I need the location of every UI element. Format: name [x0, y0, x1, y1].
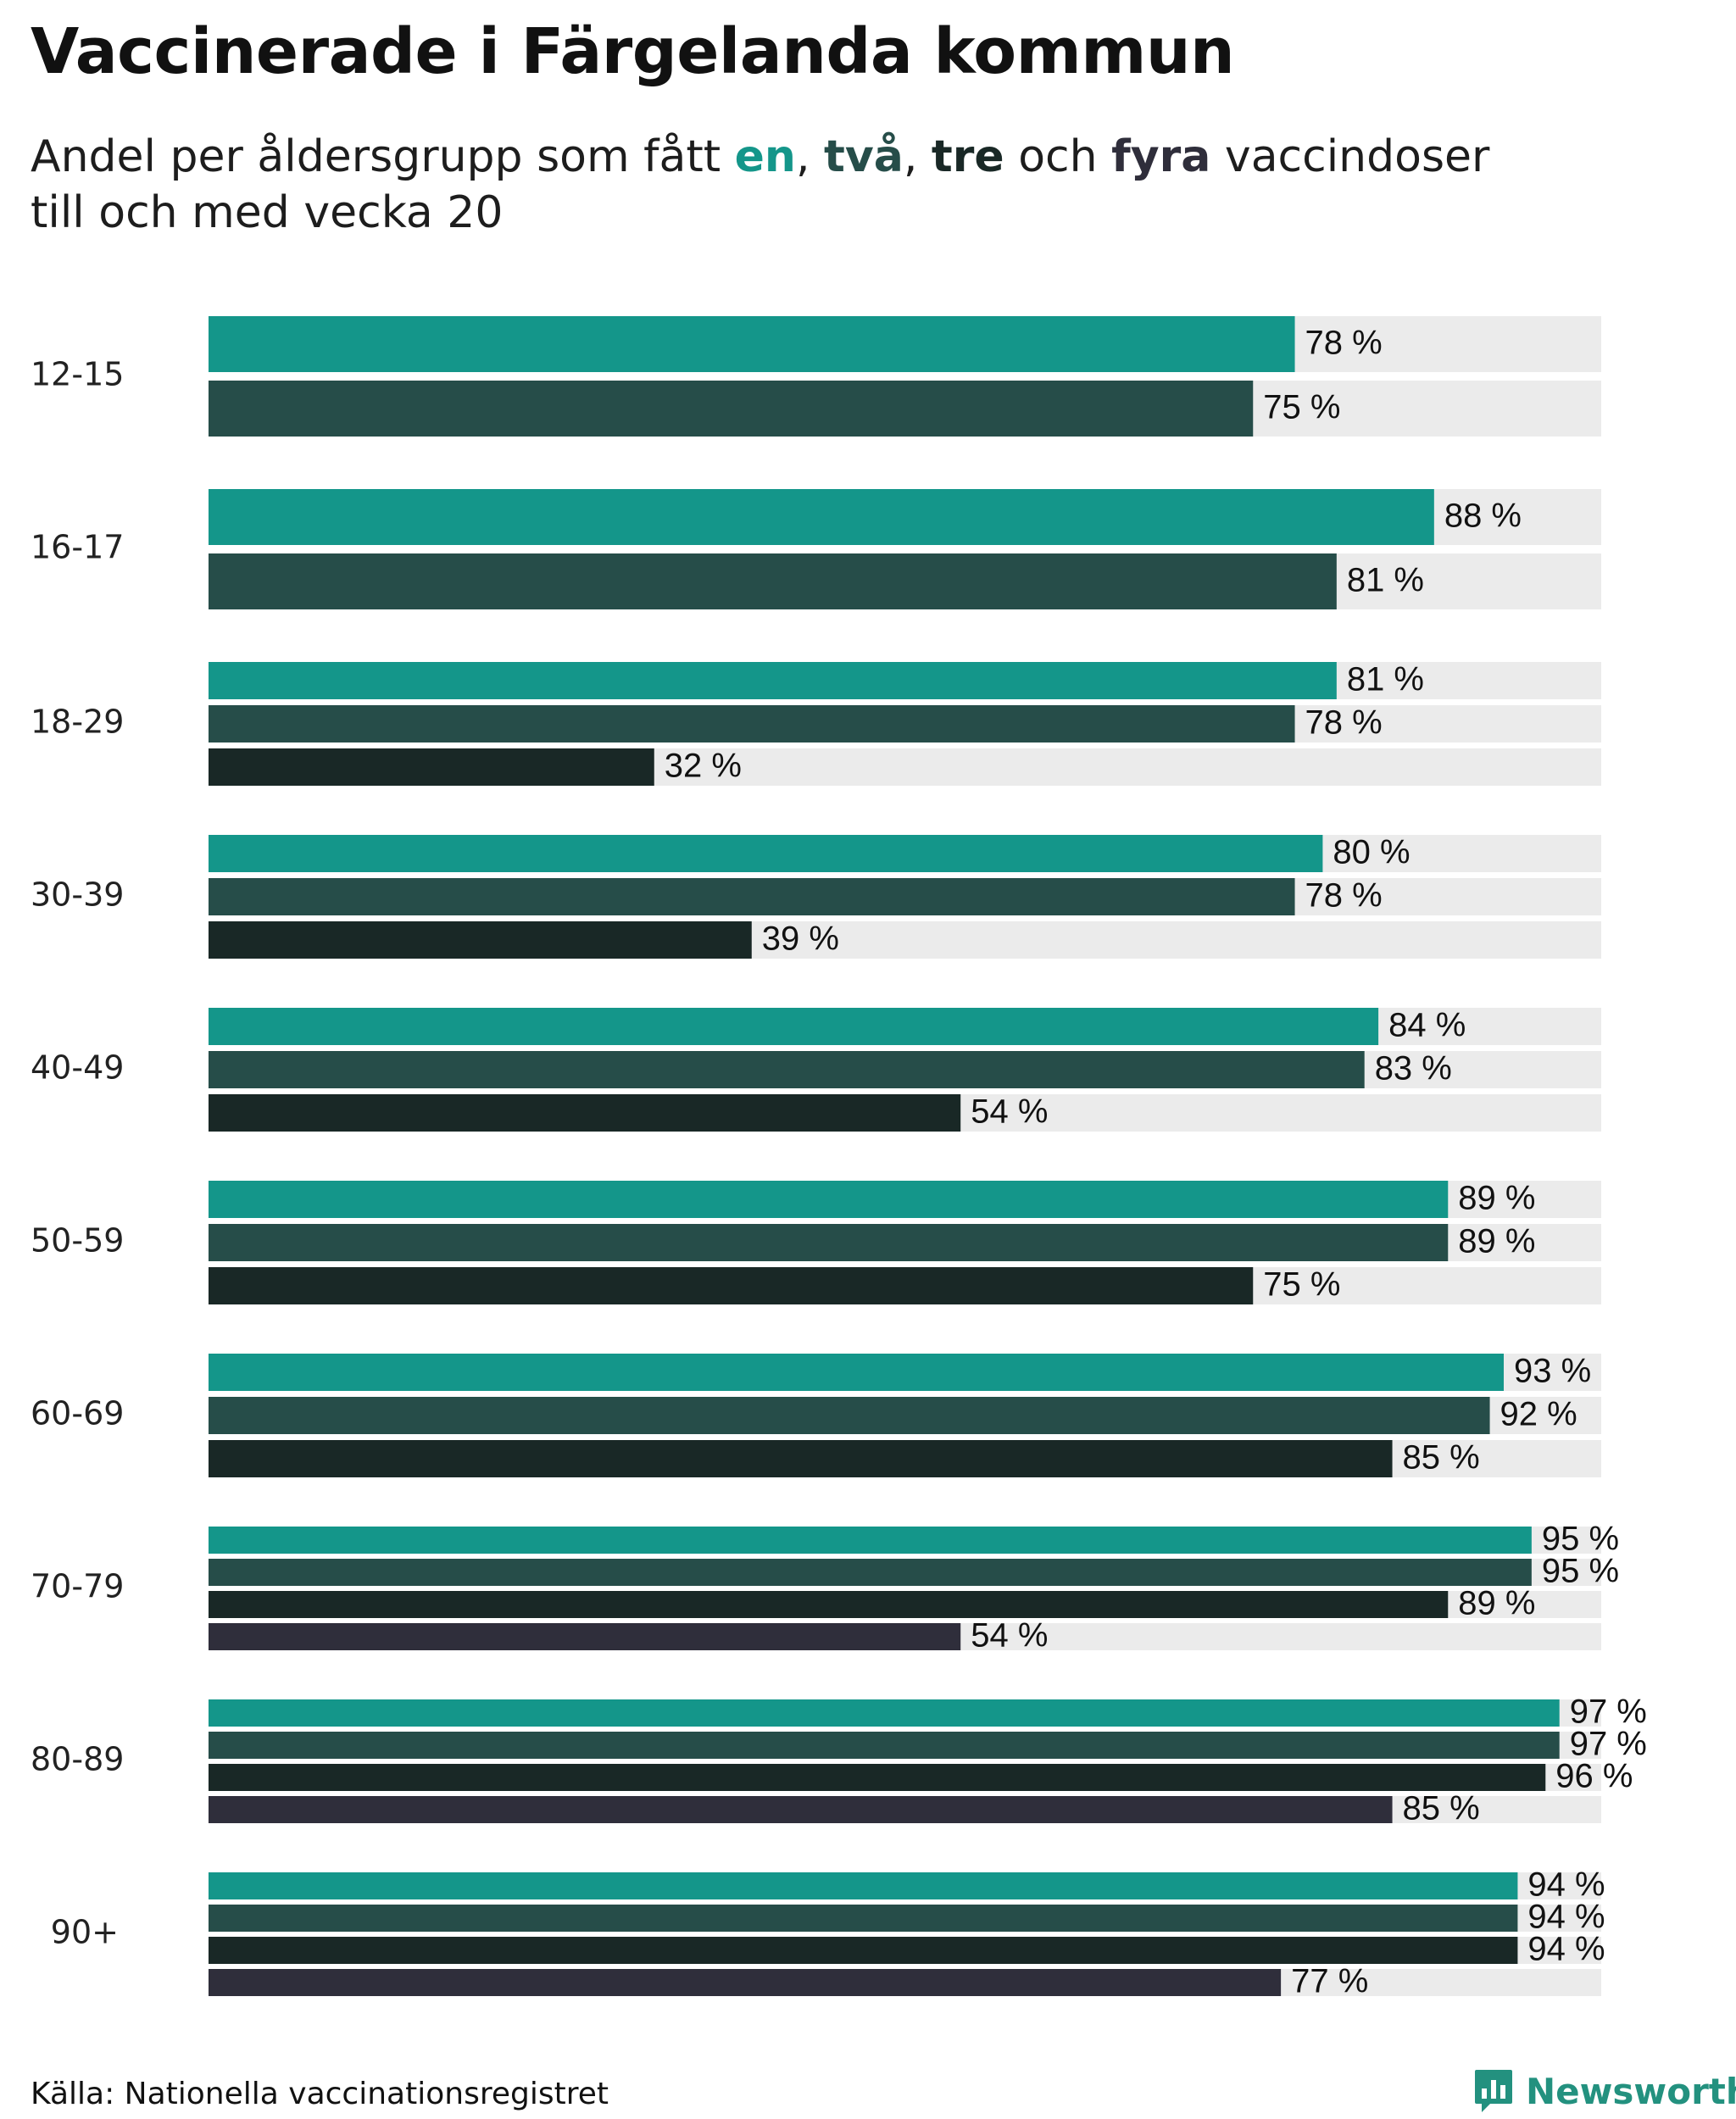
value-label: 54 % [971, 1617, 1048, 1655]
bar-fyra [209, 1796, 1393, 1823]
bar-fyra [209, 1969, 1282, 1996]
subtitle-separator: , [903, 131, 932, 182]
newsworthy-logo: Newsworthy [1473, 2068, 1736, 2114]
age-group-label: 40-49 [31, 1049, 124, 1087]
bar-chart-speech-icon [1475, 2070, 1512, 2112]
age-group-label: 16-17 [31, 529, 124, 566]
bar-två [209, 1559, 1532, 1586]
value-label: 84 % [1388, 1007, 1466, 1044]
source-note: Källa: Nationella vaccinationsregistret [31, 2077, 609, 2111]
bar-en [209, 835, 1323, 872]
age-group-label: 30-39 [31, 876, 124, 914]
age-group-label: 70-79 [31, 1568, 124, 1605]
value-label: 95 % [1542, 1521, 1619, 1558]
age-group-label: 60-69 [31, 1395, 124, 1432]
value-label: 78 % [1305, 704, 1383, 742]
value-label: 97 % [1570, 1726, 1647, 1763]
bar-två [209, 878, 1295, 915]
value-label: 81 % [1347, 661, 1424, 698]
subtitle-suffix: vaccindoser [1210, 131, 1490, 182]
bar-tre [209, 1591, 1449, 1618]
subtitle-keyword-tre: tre [931, 131, 1004, 182]
value-label: 78 % [1305, 325, 1383, 362]
bar-en [209, 1527, 1532, 1554]
age-group-label: 80-89 [31, 1741, 124, 1778]
value-label: 83 % [1375, 1050, 1452, 1087]
subtitle-keyword-en: en [734, 131, 796, 182]
bar-en [209, 1699, 1560, 1727]
value-label: 95 % [1542, 1553, 1619, 1590]
subtitle-prefix: Andel per åldersgrupp som fått [31, 131, 735, 182]
bar-två [209, 1224, 1449, 1261]
bar-en [209, 316, 1295, 372]
subtitle-keyword-tva: två [824, 131, 904, 182]
bar-två [209, 553, 1337, 609]
value-label: 94 % [1527, 1899, 1605, 1936]
value-label: 88 % [1444, 498, 1522, 535]
bar-en [209, 489, 1434, 545]
value-label: 81 % [1347, 562, 1424, 599]
age-group-label: 50-59 [31, 1222, 124, 1260]
value-label: 75 % [1263, 389, 1340, 426]
bar-två [209, 1905, 1518, 1932]
age-group-label: 12-15 [31, 356, 124, 393]
value-label: 77 % [1291, 1963, 1368, 2000]
value-label: 89 % [1458, 1585, 1535, 1622]
bar-två [209, 1732, 1560, 1759]
bar-en [209, 1008, 1379, 1045]
bar-tre [209, 1094, 961, 1132]
value-label: 93 % [1514, 1353, 1591, 1390]
value-label: 85 % [1403, 1790, 1480, 1827]
brand-name: Newsworthy [1526, 2070, 1736, 2112]
chart-subtitle: Andel per åldersgrupp som fått en, två, … [31, 129, 1641, 241]
value-label: 54 % [971, 1093, 1048, 1131]
bar-en [209, 662, 1337, 699]
value-label: 32 % [665, 748, 742, 785]
bar-tre [209, 1937, 1518, 1964]
value-label: 94 % [1527, 1866, 1605, 1904]
value-label: 78 % [1305, 877, 1383, 915]
subtitle-keyword-fyra: fyra [1111, 131, 1211, 182]
value-label: 97 % [1570, 1694, 1647, 1731]
bar-en [209, 1872, 1518, 1899]
bar-en [209, 1181, 1449, 1218]
bar-två [209, 705, 1295, 742]
value-label: 89 % [1458, 1223, 1535, 1260]
bar-tre [209, 921, 752, 959]
bar-tre [209, 1267, 1254, 1304]
bar-tre [209, 1440, 1393, 1477]
bar-två [209, 1051, 1365, 1088]
value-label: 96 % [1555, 1758, 1633, 1795]
value-label: 94 % [1527, 1931, 1605, 1968]
value-label: 75 % [1263, 1266, 1340, 1304]
subtitle-separator: och [1004, 131, 1112, 182]
bar-chart: 12-15 78 % 75 % 16-17 88 % 81 % 18-29 81 % 78 % 3… [31, 316, 1647, 2000]
value-label: 89 % [1458, 1180, 1535, 1217]
bar-fyra [209, 1623, 961, 1650]
value-label: 85 % [1403, 1439, 1480, 1477]
bar-två [209, 381, 1254, 437]
value-label: 80 % [1333, 834, 1410, 871]
bar-en [209, 1354, 1504, 1391]
bar-tre [209, 748, 654, 786]
age-group-label: 18-29 [31, 704, 124, 741]
subtitle-separator: , [795, 131, 825, 182]
age-group-label: 90+ [51, 1914, 119, 1951]
subtitle-line-2: till och med vecka 20 [31, 187, 504, 238]
chart-title: Vaccinerade i Färgelanda kommun [31, 15, 1235, 88]
value-label: 92 % [1500, 1396, 1577, 1433]
bar-tre [209, 1764, 1546, 1791]
bar-två [209, 1397, 1490, 1434]
value-label: 39 % [762, 920, 839, 958]
